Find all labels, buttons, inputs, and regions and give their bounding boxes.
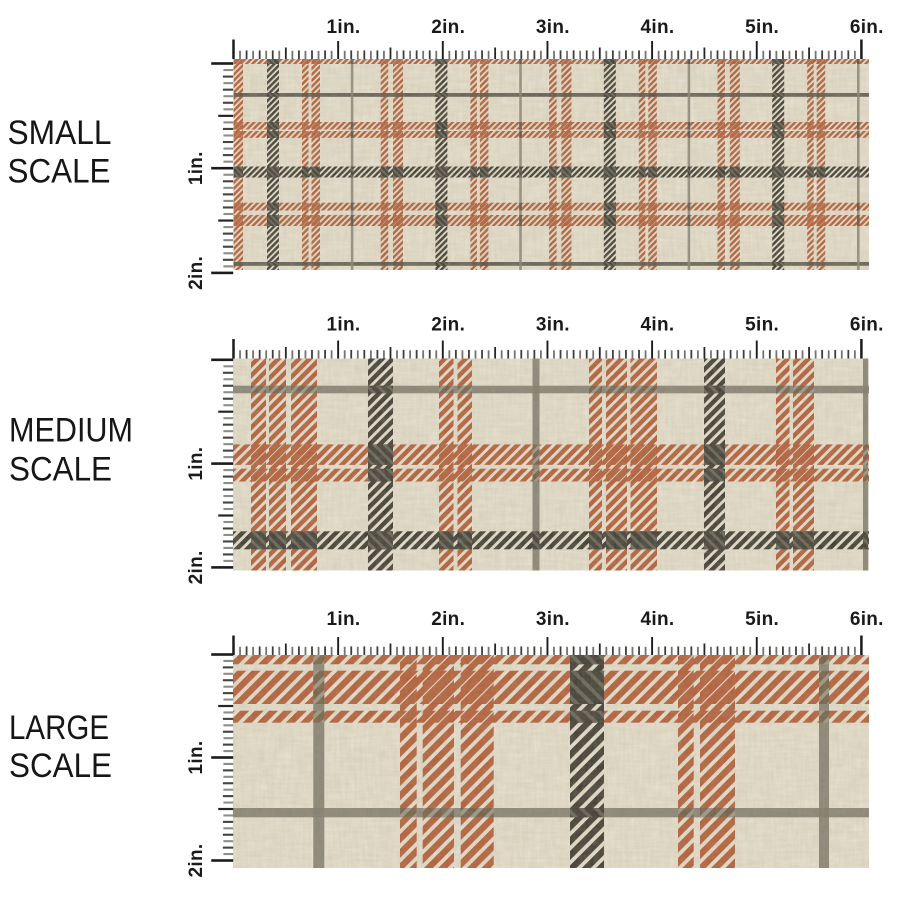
svg-text:2in.: 2in. (186, 550, 207, 584)
svg-text:4in.: 4in. (641, 609, 675, 630)
svg-text:6in.: 6in. (850, 315, 884, 336)
svg-text:2in.: 2in. (431, 609, 465, 630)
svg-text:SMALL: SMALL (8, 114, 112, 152)
svg-text:2in.: 2in. (431, 315, 465, 336)
svg-text:1in.: 1in. (327, 17, 361, 38)
svg-text:SCALE: SCALE (9, 747, 112, 785)
svg-text:5in.: 5in. (745, 17, 779, 38)
svg-text:6in.: 6in. (850, 17, 884, 38)
svg-text:2in.: 2in. (186, 256, 207, 290)
svg-text:1in.: 1in. (327, 315, 361, 336)
svg-text:3in.: 3in. (536, 315, 570, 336)
svg-text:5in.: 5in. (745, 315, 779, 336)
svg-text:3in.: 3in. (536, 17, 570, 38)
svg-text:SCALE: SCALE (8, 153, 111, 191)
svg-text:1in.: 1in. (327, 609, 361, 630)
svg-text:4in.: 4in. (641, 17, 675, 38)
svg-text:SCALE: SCALE (9, 451, 112, 489)
svg-text:5in.: 5in. (745, 609, 779, 630)
svg-text:1in.: 1in. (186, 741, 207, 775)
svg-text:LARGE: LARGE (9, 709, 109, 747)
svg-text:6in.: 6in. (850, 609, 884, 630)
svg-text:2in.: 2in. (431, 17, 465, 38)
svg-text:MEDIUM: MEDIUM (9, 412, 133, 450)
svg-text:1in.: 1in. (186, 447, 207, 481)
svg-text:4in.: 4in. (641, 315, 675, 336)
svg-text:2in.: 2in. (186, 844, 207, 878)
svg-text:3in.: 3in. (536, 609, 570, 630)
svg-text:1in.: 1in. (186, 151, 207, 185)
